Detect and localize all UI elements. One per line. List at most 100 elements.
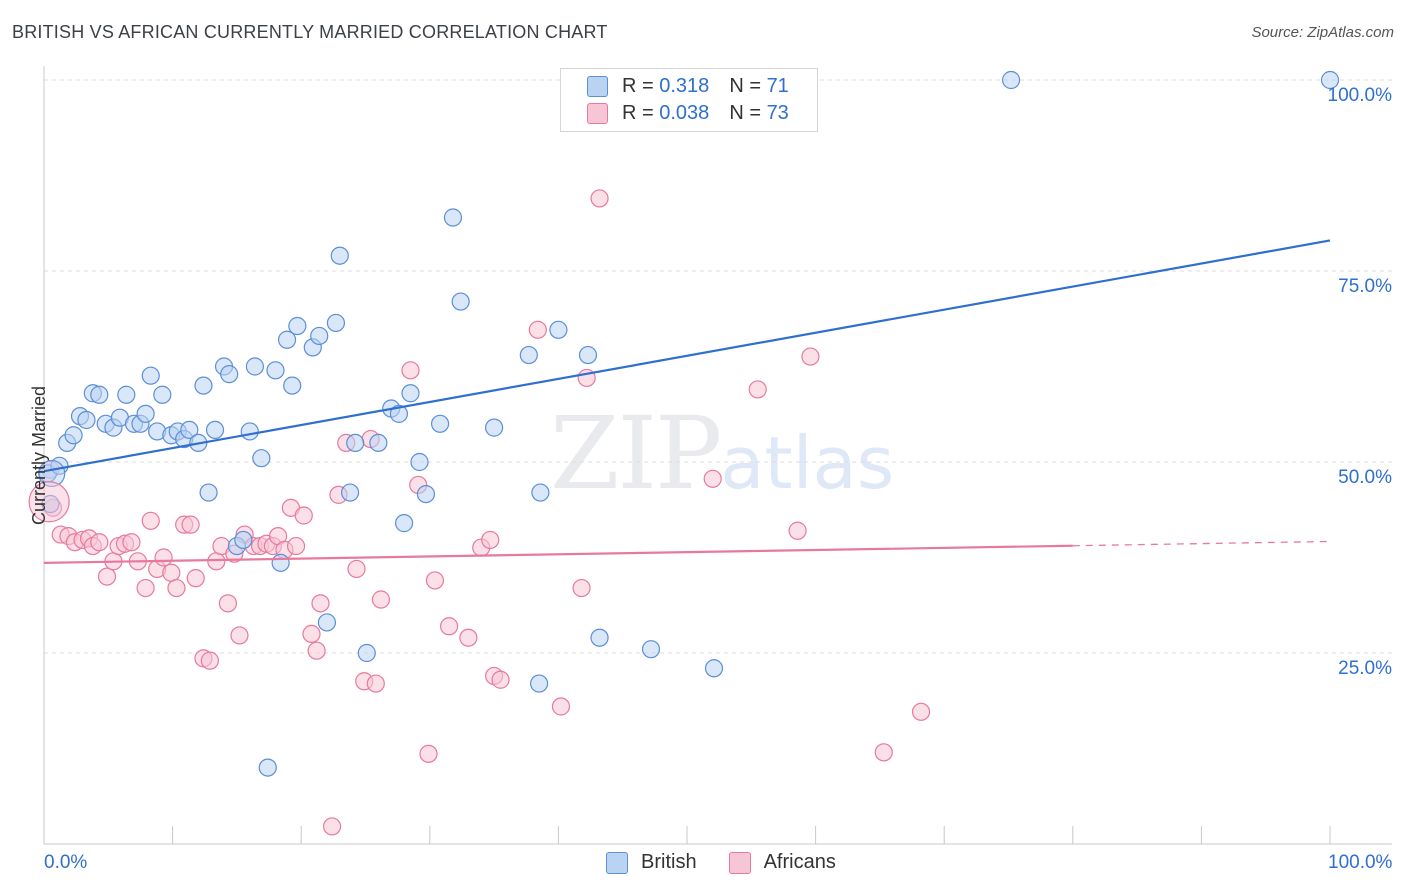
british-legend-swatch bbox=[606, 851, 628, 874]
africans-trend-line-extension bbox=[1072, 540, 1331, 547]
data-point bbox=[218, 594, 237, 613]
british-trend-line bbox=[43, 239, 1331, 473]
data-point bbox=[220, 365, 239, 384]
data-point bbox=[401, 361, 420, 380]
data-point bbox=[117, 385, 136, 404]
data-point bbox=[347, 559, 366, 579]
watermark-atlas: atlas bbox=[720, 421, 895, 505]
africans-legend-swatch bbox=[728, 851, 751, 874]
axes bbox=[43, 66, 1392, 845]
data-point bbox=[572, 578, 591, 598]
data-point bbox=[369, 433, 388, 452]
data-point bbox=[590, 628, 609, 647]
data-point bbox=[330, 246, 349, 265]
y-tick-label: 50.0% bbox=[1338, 467, 1392, 488]
data-point bbox=[578, 345, 598, 365]
data-point bbox=[1001, 70, 1021, 90]
data-point bbox=[439, 617, 459, 636]
data-point bbox=[326, 313, 346, 333]
data-point bbox=[136, 404, 155, 423]
data-point bbox=[90, 385, 109, 404]
africans-r-value: 0.038 bbox=[659, 101, 710, 124]
data-point bbox=[401, 384, 420, 403]
data-point bbox=[788, 521, 807, 540]
data-point bbox=[310, 326, 329, 346]
africans-swatch bbox=[587, 102, 608, 124]
data-point bbox=[491, 670, 510, 689]
data-point bbox=[252, 449, 271, 468]
data-point bbox=[180, 420, 199, 440]
data-point bbox=[317, 613, 337, 632]
data-point bbox=[451, 292, 470, 311]
africans-n-label: N = bbox=[729, 101, 761, 124]
legend-row-africans: R = 0.038 N = 73 bbox=[587, 100, 789, 126]
data-point bbox=[205, 420, 225, 440]
data-point bbox=[748, 380, 767, 399]
data-point bbox=[122, 533, 141, 552]
y-axis-title: Currently Married bbox=[29, 385, 50, 526]
data-point bbox=[64, 426, 83, 445]
legend-item-british[interactable]: British bbox=[606, 851, 697, 874]
data-point bbox=[366, 674, 385, 693]
watermark-zip: ZIP bbox=[550, 395, 722, 512]
data-point bbox=[153, 385, 172, 404]
data-point bbox=[77, 410, 96, 430]
british-swatch bbox=[587, 75, 608, 97]
data-point bbox=[97, 567, 117, 586]
data-point bbox=[136, 578, 155, 598]
data-point bbox=[519, 345, 538, 365]
legend-item-africans[interactable]: Africans bbox=[728, 851, 836, 874]
data-point bbox=[459, 628, 478, 647]
data-point bbox=[346, 433, 365, 452]
data-point bbox=[258, 758, 277, 777]
africans-r-label: R = bbox=[622, 101, 654, 124]
data-point bbox=[590, 189, 609, 208]
data-point bbox=[704, 659, 724, 678]
data-point bbox=[528, 320, 547, 339]
data-point bbox=[357, 643, 376, 663]
data-point bbox=[277, 330, 297, 349]
data-point bbox=[340, 483, 360, 502]
data-point bbox=[288, 316, 307, 336]
chart-title: BRITISH VS AFRICAN CURRENTLY MARRIED COR… bbox=[12, 22, 608, 42]
correlation-legend: R = 0.318 N = 71 R = 0.038 N = 73 bbox=[560, 68, 818, 132]
data-point bbox=[186, 569, 205, 588]
data-point bbox=[266, 361, 285, 380]
data-point bbox=[90, 533, 109, 552]
data-point bbox=[141, 511, 160, 530]
data-point bbox=[271, 553, 290, 572]
data-point bbox=[416, 484, 436, 504]
data-point bbox=[199, 483, 218, 502]
trend-lines bbox=[43, 239, 1331, 564]
data-point bbox=[234, 530, 253, 550]
data-point bbox=[162, 563, 181, 582]
data-point bbox=[154, 548, 173, 567]
data-point bbox=[389, 404, 409, 423]
data-point bbox=[371, 590, 391, 609]
british-n-label: N = bbox=[729, 74, 761, 97]
data-point bbox=[430, 414, 450, 433]
data-point bbox=[283, 376, 302, 395]
data-point bbox=[322, 817, 342, 836]
data-point bbox=[874, 743, 893, 762]
data-point bbox=[294, 506, 313, 525]
data-point bbox=[307, 641, 326, 660]
data-point bbox=[394, 514, 414, 533]
africans-n-value: 73 bbox=[766, 101, 789, 124]
data-point bbox=[230, 626, 249, 645]
data-point bbox=[703, 469, 722, 488]
data-point bbox=[443, 208, 463, 227]
africans-points bbox=[41, 189, 931, 836]
watermark: ZIPatlas bbox=[550, 395, 894, 512]
data-point bbox=[531, 483, 550, 502]
data-point bbox=[641, 640, 661, 659]
data-point bbox=[530, 674, 549, 693]
data-point bbox=[410, 452, 429, 472]
y-tick-label: 75.0% bbox=[1338, 276, 1392, 297]
x-max-label: 100.0% bbox=[1328, 852, 1393, 873]
british-r-value: 0.318 bbox=[659, 74, 710, 97]
y-tick-labels: 25.0% 50.0% 75.0% 100.0% bbox=[1328, 85, 1393, 679]
data-point bbox=[207, 552, 226, 571]
data-point bbox=[425, 571, 445, 590]
